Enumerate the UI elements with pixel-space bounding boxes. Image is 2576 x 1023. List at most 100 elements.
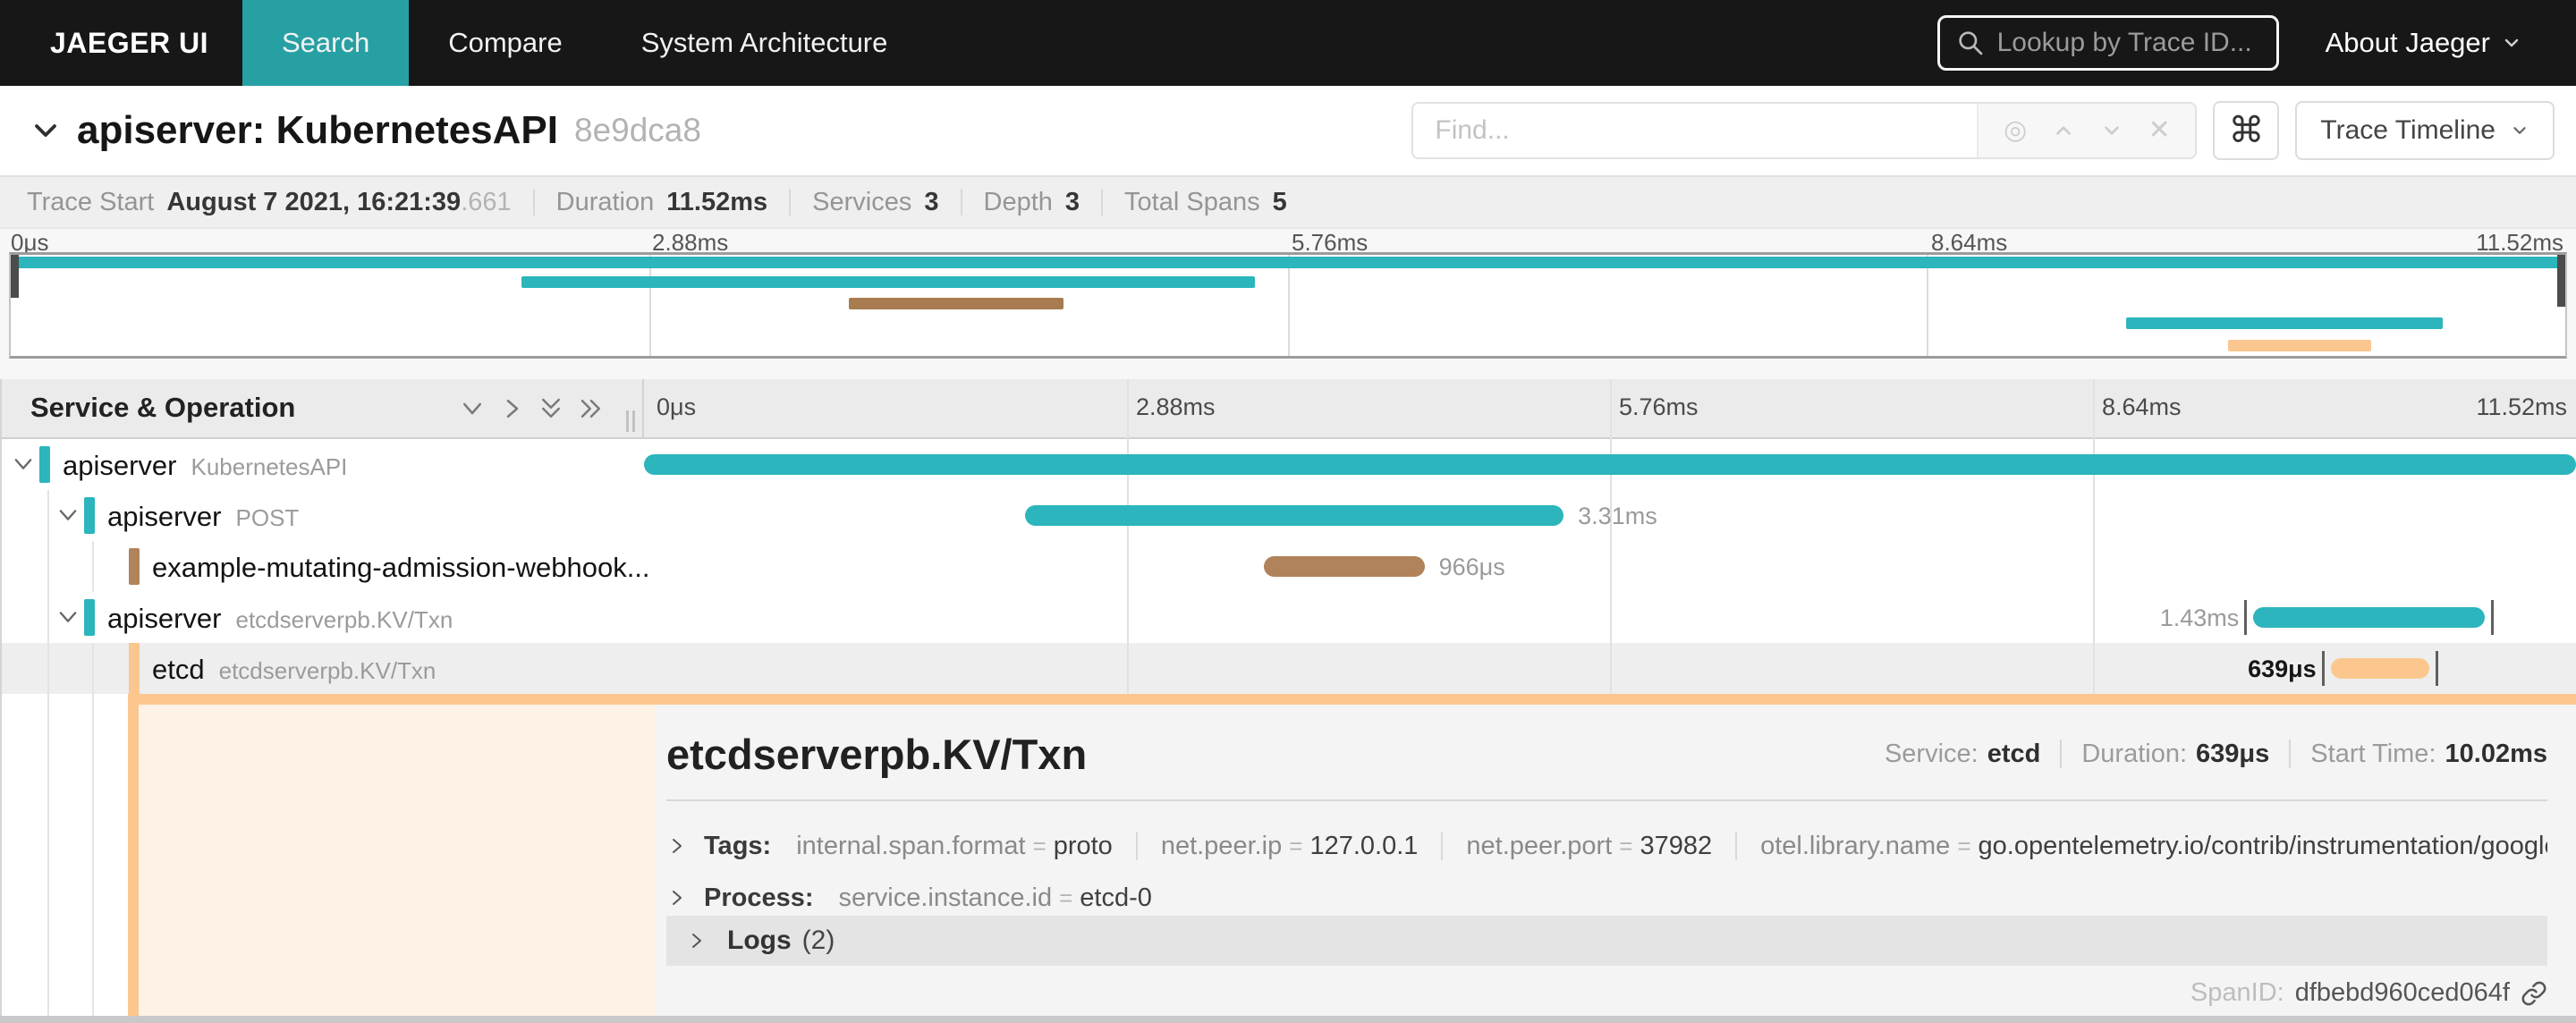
tag: net.peer.ip = 127.0.0.1 [1160, 831, 1419, 860]
detail-left-gutter [0, 694, 136, 1016]
service-color-swatch [84, 497, 95, 534]
trace-lookup-input[interactable] [1996, 28, 2257, 58]
span-bar[interactable] [644, 454, 2576, 475]
expander-chevron-icon[interactable] [55, 604, 80, 630]
span-row-apiserver-etcd-txn[interactable]: apiserver etcdserverpb.KV/Txn 1.43ms [0, 592, 2576, 643]
chevron-right-icon[interactable] [666, 887, 688, 909]
span-duration-label: 1.43ms [2159, 604, 2240, 631]
find-input[interactable] [1413, 104, 1978, 157]
span-rows: apiserver KubernetesAPI apiserver POST 3.3… [0, 379, 2576, 694]
tick-label: 8.64ms [1931, 229, 2008, 256]
search-icon [1958, 31, 1982, 55]
expand-all-icon[interactable] [578, 395, 605, 422]
detail-accent-border [128, 694, 2576, 705]
top-nav: JAEGER UI Search Compare System Architec… [0, 0, 2576, 86]
timeline-minimap-section: 0μs 2.88ms 5.76ms 8.64ms 11.52ms [0, 229, 2576, 379]
locate-icon[interactable]: ◎ [2004, 115, 2028, 145]
nav-tab-system-architecture[interactable]: System Architecture [640, 27, 888, 58]
service-color-swatch [84, 599, 95, 636]
nav-tab-compare[interactable]: Compare [448, 27, 563, 58]
trace-lookup-box[interactable] [1936, 15, 2279, 71]
span-service-operation: apiserver etcdserverpb.KV/Txn [107, 603, 453, 634]
span-duration-label: 966μs [1438, 554, 1505, 580]
tick-label: 0μs [11, 229, 49, 256]
clear-search-icon[interactable]: ✕ [2148, 115, 2171, 145]
view-selector-label: Trace Timeline [2320, 115, 2496, 145]
minimap-left-scrubber[interactable] [11, 255, 19, 298]
about-jaeger-menu[interactable]: About Jaeger [2326, 27, 2522, 59]
span-row-etcd-txn[interactable]: etcd etcdserverpb.KV/Txn 639μs [0, 643, 2576, 694]
selected-span-color-bar [128, 694, 139, 1016]
service-operation-title: Service & Operation [30, 392, 296, 423]
tags-row[interactable]: Tags: internal.span.format = proto net.pee… [666, 819, 2547, 873]
summary-duration: Duration 11.52ms [555, 187, 768, 216]
minimap-span-bar [2125, 317, 2443, 329]
span-row-webhook[interactable]: example-mutating-admission-webhook... 96… [0, 541, 2576, 592]
link-icon[interactable] [2521, 980, 2547, 1007]
collapse-one-icon[interactable] [459, 395, 486, 422]
next-result-icon[interactable] [2100, 119, 2123, 142]
keyboard-shortcuts-button[interactable]: ⌘ [2213, 101, 2280, 160]
find-box: ◎ ✕ [1411, 102, 2198, 159]
process-row[interactable]: Process: service.instance.id = etcd-0 [666, 871, 2547, 925]
expander-chevron-icon[interactable] [55, 503, 80, 528]
service-color-swatch [39, 446, 50, 483]
minimap-right-scrubber[interactable] [2557, 255, 2565, 307]
timeline-header: Service & Operation 0μs 2.88ms 5.76ms 8.… [0, 379, 2576, 439]
span-detail-panel: etcdserverpb.KV/Txn Service: etcd Duratio… [656, 705, 2576, 1016]
bottom-scroll-track [0, 1016, 2576, 1023]
span-bar[interactable] [2253, 607, 2486, 628]
span-detail-title: etcdserverpb.KV/Txn [666, 730, 1088, 778]
column-resize-handle[interactable] [624, 410, 637, 432]
nav-right: About Jaeger [1936, 15, 2576, 71]
page-left-border [0, 379, 2, 1016]
minimap-span-bar [2228, 340, 2371, 351]
span-bar[interactable] [1024, 505, 1564, 526]
span-id-label: SpanID: [2190, 978, 2284, 1007]
chevron-right-icon[interactable] [686, 930, 708, 951]
summary-services: Services 3 [812, 187, 939, 216]
tick-label: 8.64ms [2102, 393, 2182, 420]
service-operation-header: Service & Operation [0, 379, 644, 437]
span-id-value: dfbebd960ced064f [2294, 978, 2510, 1007]
tick-label: 5.76ms [1619, 393, 1699, 420]
chevron-down-icon [2504, 38, 2519, 47]
tick-label: 5.76ms [1292, 229, 1368, 256]
trace-titlebar: apiserver: KubernetesAPI 8e9dca8 ◎ ✕ ⌘ T… [0, 86, 2576, 175]
view-selector-button[interactable]: Trace Timeline [2295, 101, 2555, 160]
minimap-span-bar [848, 298, 1063, 309]
minimap-span-bar [11, 257, 2565, 268]
span-service-operation: apiserver POST [107, 501, 300, 532]
collapse-all-icon[interactable] [538, 395, 564, 422]
logs-row[interactable]: Logs (2) [666, 916, 2547, 966]
span-service-operation: etcd etcdserverpb.KV/Txn [152, 654, 436, 685]
span-duration-label: 639μs [2248, 655, 2317, 682]
service-color-swatch [129, 643, 140, 694]
selected-span-highlight [139, 694, 656, 1016]
span-row-apiserver-post[interactable]: apiserver POST 3.31ms [0, 490, 2576, 541]
tick-label: 11.52ms [2476, 229, 2563, 256]
span-id-row: SpanID: dfbebd960ced064f [2190, 978, 2547, 1008]
tick-label: 2.88ms [652, 229, 729, 256]
trace-title: apiserver: KubernetesAPI [77, 108, 558, 152]
summary-total-spans: Total Spans 5 [1124, 187, 1287, 216]
tick-label: 11.52ms [2476, 393, 2567, 420]
service-color-swatch [129, 548, 140, 585]
trace-minimap[interactable] [9, 252, 2567, 359]
span-row-apiserver-kubernetesapi[interactable]: apiserver KubernetesAPI [0, 439, 2576, 490]
span-bar[interactable] [1264, 556, 1425, 577]
expand-one-icon[interactable] [499, 395, 526, 422]
app-brand: JAEGER UI [50, 26, 208, 59]
timeline-ruler: 0μs 2.88ms 5.76ms 8.64ms 11.52ms [644, 379, 2576, 437]
nav-tab-search[interactable]: Search [242, 0, 410, 86]
tag: net.peer.port = 37982 [1466, 831, 1713, 860]
chevron-right-icon[interactable] [666, 835, 688, 857]
collapse-trace-chevron-icon[interactable] [27, 117, 64, 144]
span-detail-meta: Service: etcd Duration: 639μs Start Time: 1… [1884, 739, 2547, 768]
span-duration-label: 3.31ms [1578, 503, 1657, 529]
prev-result-icon[interactable] [2052, 119, 2075, 142]
expander-chevron-icon[interactable] [11, 452, 36, 477]
minimap-ruler: 0μs 2.88ms 5.76ms 8.64ms 11.52ms [9, 229, 2567, 256]
span-bar[interactable] [2330, 658, 2429, 679]
